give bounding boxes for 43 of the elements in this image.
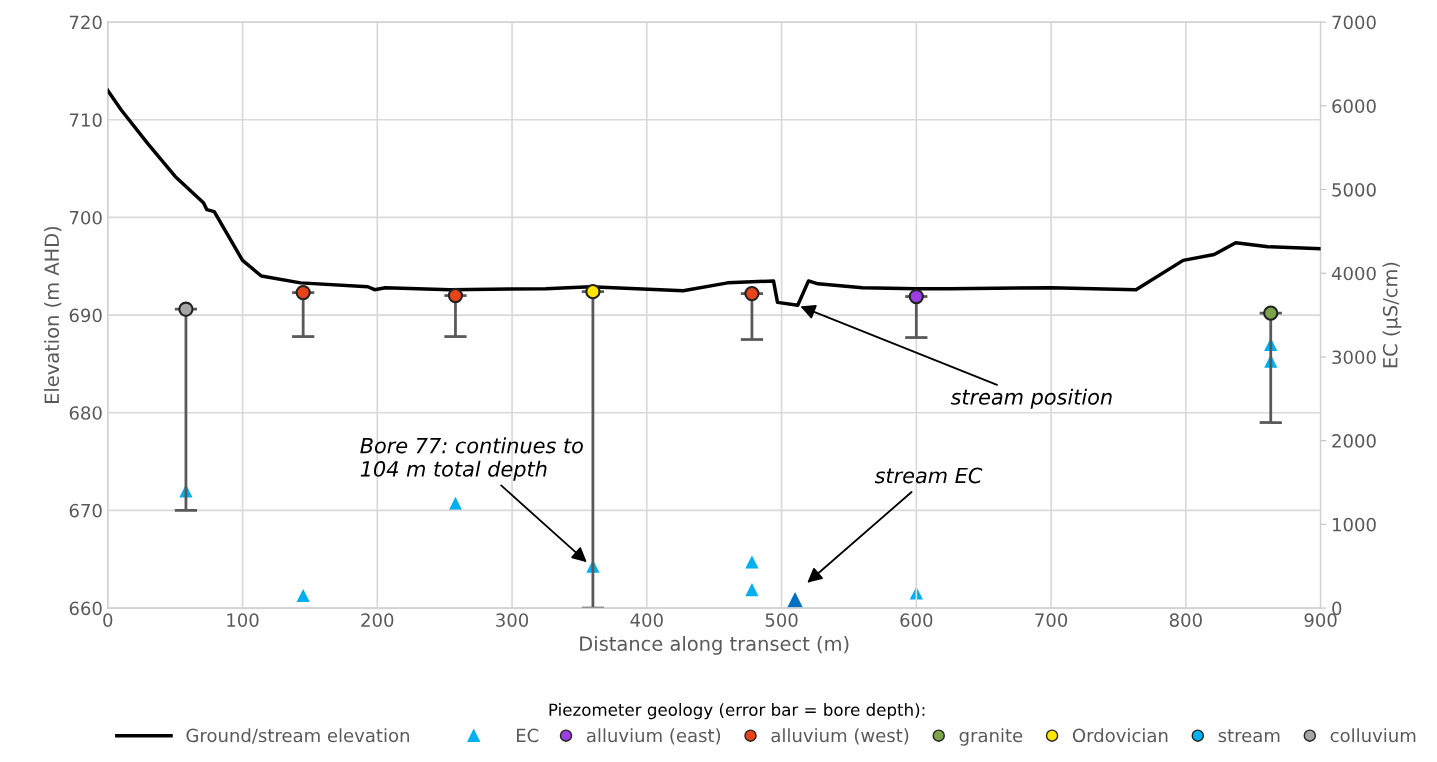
x-tick-label: 400	[630, 613, 663, 627]
y-tick-label: 670	[69, 503, 102, 518]
y2-tick-label: 3000	[1332, 350, 1376, 365]
y2-tick-label: 1000	[1333, 517, 1376, 532]
x-tick-label: 100	[227, 613, 259, 627]
y-tick-label: 660	[69, 601, 102, 616]
x-axis-title: Distance along transect (m)	[580, 635, 849, 655]
x-tick-label: 800	[1169, 613, 1202, 627]
point	[296, 588, 310, 603]
point	[448, 496, 463, 511]
legend-label: alluvium (west)	[771, 728, 909, 745]
y-tick-label: 680	[69, 406, 102, 420]
y2-tick-label: 4000	[1331, 266, 1376, 281]
point	[745, 583, 759, 597]
y-axis-title: Elevation (m AHD)	[44, 226, 62, 404]
legend-label: granite	[959, 728, 1023, 746]
y2-axis-title: EC (µS/cm)	[1382, 262, 1402, 368]
x-tick-label: 200	[361, 613, 394, 627]
y-tick-label: 690	[69, 308, 102, 323]
legend-label: Ground/stream elevation	[186, 728, 409, 744]
x-tick-label: 300	[496, 613, 529, 627]
legend-label: Ordovician	[1072, 728, 1168, 743]
legend-label: stream	[1218, 729, 1280, 743]
legend-label: alluvium (east)	[586, 728, 721, 745]
y2-tick-label: 2000	[1332, 434, 1376, 448]
line-series	[107, 88, 1321, 308]
x-tick-label: 700	[1035, 613, 1068, 627]
y-tick-label: 700	[69, 210, 102, 225]
x-tick-label: 500	[765, 613, 798, 627]
x-tick-label: 0	[103, 613, 113, 627]
x-tick-label: 600	[900, 613, 933, 627]
y2-tick-label: 5000	[1332, 182, 1376, 197]
annotation: stream position	[950, 388, 1112, 409]
annotation: stream EC	[874, 467, 983, 484]
legend-title: Piezometer geology (error bar = bore depth):	[549, 703, 925, 720]
point	[745, 555, 759, 569]
y-tick-label: 720	[69, 15, 102, 30]
y-tick-label: 710	[69, 113, 102, 127]
annotation: Bore 77: continues to 104 m total depth	[360, 437, 583, 481]
legend-label: EC	[517, 728, 539, 743]
y2-tick-label: 6000	[1332, 99, 1376, 113]
legend-label: colluvium	[1330, 728, 1416, 743]
y2-tick-label: 7000	[1332, 15, 1376, 30]
